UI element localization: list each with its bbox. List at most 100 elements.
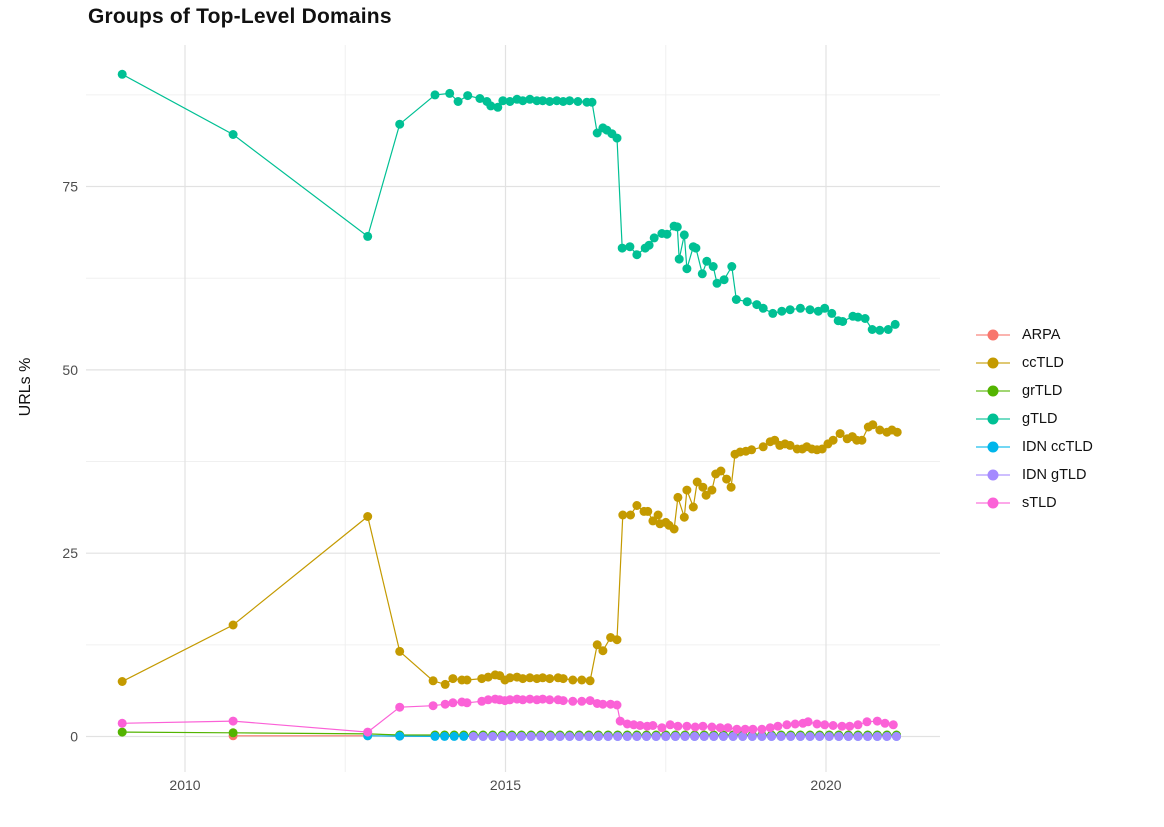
- data-point-IDN-gTLD: [545, 732, 555, 741]
- data-point-ccTLD: [868, 420, 878, 430]
- data-point-gTLD: [719, 275, 729, 285]
- data-point-sTLD: [812, 719, 822, 729]
- data-point-ccTLD: [545, 674, 555, 684]
- data-point-IDN-gTLD: [824, 732, 834, 741]
- data-point-IDN-gTLD: [622, 732, 632, 741]
- legend-key-icon: [976, 412, 1010, 426]
- legend-key-dot: [987, 413, 999, 425]
- data-point-ccTLD: [688, 502, 698, 512]
- data-point-ccTLD: [722, 474, 732, 484]
- data-point-ccTLD: [612, 635, 622, 645]
- data-point-IDN-ccTLD: [430, 731, 440, 741]
- data-point-gTLD: [453, 97, 463, 106]
- data-point-IDN-gTLD: [536, 732, 546, 741]
- data-point-ccTLD: [669, 524, 679, 534]
- data-point-ccTLD: [726, 482, 736, 492]
- legend-key-dot: [987, 357, 999, 369]
- data-point-ccTLD: [747, 445, 757, 455]
- data-point-IDN-gTLD: [613, 732, 623, 741]
- data-point-IDN-ccTLD: [440, 731, 450, 741]
- legend-key-dot: [987, 385, 999, 397]
- data-point-gTLD: [395, 119, 405, 129]
- data-point-gTLD: [875, 325, 885, 335]
- data-point-sTLD: [820, 720, 830, 730]
- legend-label: ccTLD: [1022, 355, 1064, 371]
- series-line-ccTLD: [121, 424, 898, 686]
- data-point-gTLD: [682, 264, 692, 274]
- data-point-ccTLD: [716, 466, 726, 476]
- data-point-sTLD: [845, 721, 855, 731]
- data-point-sTLD: [698, 721, 708, 731]
- data-point-ccTLD: [692, 477, 702, 487]
- legend-key-dot: [987, 469, 999, 481]
- data-point-IDN-gTLD: [497, 732, 507, 741]
- data-point-IDN-gTLD: [642, 732, 651, 741]
- data-point-IDN-ccTLD: [459, 731, 469, 741]
- data-point-sTLD: [525, 694, 535, 704]
- data-point-ccTLD: [592, 640, 602, 650]
- data-point-gTLD: [498, 96, 508, 106]
- legend-label: sTLD: [1022, 495, 1057, 511]
- data-point-ccTLD: [518, 674, 528, 684]
- data-point-IDN-gTLD: [892, 732, 901, 741]
- data-point-ccTLD: [828, 435, 838, 445]
- data-point-sTLD: [690, 722, 700, 732]
- data-point-IDN-gTLD: [767, 732, 776, 741]
- data-point-gTLD: [712, 278, 722, 288]
- data-point-ccTLD: [448, 674, 458, 684]
- data-point-IDN-gTLD: [843, 732, 853, 741]
- data-point-IDN-gTLD: [526, 732, 536, 741]
- data-point-sTLD: [880, 718, 890, 728]
- data-point-gTLD: [890, 319, 900, 329]
- data-point-ccTLD: [363, 512, 373, 521]
- data-point-gTLD: [777, 306, 787, 316]
- data-point-sTLD: [657, 723, 667, 733]
- data-point-IDN-gTLD: [488, 732, 498, 741]
- legend-key-icon: [976, 384, 1010, 398]
- data-point-gTLD: [691, 243, 701, 253]
- legend-item-IDN-ccTLD: IDN ccTLD: [976, 433, 1093, 461]
- legend-item-ccTLD: ccTLD: [976, 349, 1093, 377]
- data-point-gTLD: [573, 97, 583, 106]
- data-point-IDN-gTLD: [574, 732, 584, 741]
- legend-label: gTLD: [1022, 411, 1058, 427]
- y-tick-label: 50: [62, 362, 78, 378]
- data-point-gTLD: [679, 230, 689, 240]
- data-point-sTLD: [803, 717, 813, 727]
- data-point-sTLD: [790, 719, 800, 729]
- data-point-IDN-gTLD: [603, 732, 613, 741]
- data-point-ccTLD: [585, 676, 595, 686]
- data-point-sTLD: [483, 695, 493, 705]
- legend-item-sTLD: sTLD: [976, 489, 1093, 517]
- data-point-IDN-ccTLD: [449, 731, 459, 741]
- legend-item-IDN-gTLD: IDN gTLD: [976, 461, 1093, 489]
- chart-title: Groups of Top-Level Domains: [88, 5, 392, 28]
- data-point-IDN-gTLD: [565, 732, 575, 741]
- data-point-IDN-gTLD: [747, 732, 757, 741]
- data-point-sTLD: [665, 720, 675, 730]
- legend: ARPA ccTLD grTLD gTLD IDN ccTLD IDN gTLD sTLD: [976, 321, 1093, 517]
- data-point-gTLD: [565, 96, 575, 106]
- data-point-IDN-gTLD: [795, 732, 805, 741]
- data-point-ccTLD: [483, 672, 493, 682]
- data-point-IDN-gTLD: [738, 732, 748, 741]
- data-point-ccTLD: [505, 673, 515, 683]
- data-point-gTLD: [430, 90, 440, 100]
- data-point-sTLD: [872, 716, 882, 726]
- data-point-gTLD: [867, 325, 877, 334]
- data-point-gTLD: [525, 94, 535, 104]
- data-point-IDN-gTLD: [555, 732, 565, 741]
- data-point-ccTLD: [632, 501, 642, 510]
- legend-key-icon: [976, 468, 1010, 482]
- data-point-ccTLD: [558, 674, 568, 684]
- data-point-gTLD: [463, 91, 473, 101]
- data-point-gTLD: [827, 308, 837, 318]
- data-point-IDN-gTLD: [478, 732, 488, 741]
- data-point-ccTLD: [462, 675, 472, 685]
- data-point-IDN-gTLD: [593, 732, 603, 741]
- data-point-sTLD: [538, 694, 548, 704]
- data-point-gTLD: [475, 94, 485, 103]
- data-point-sTLD: [598, 699, 608, 709]
- data-point-IDN-gTLD: [507, 732, 517, 741]
- data-point-sTLD: [853, 720, 863, 730]
